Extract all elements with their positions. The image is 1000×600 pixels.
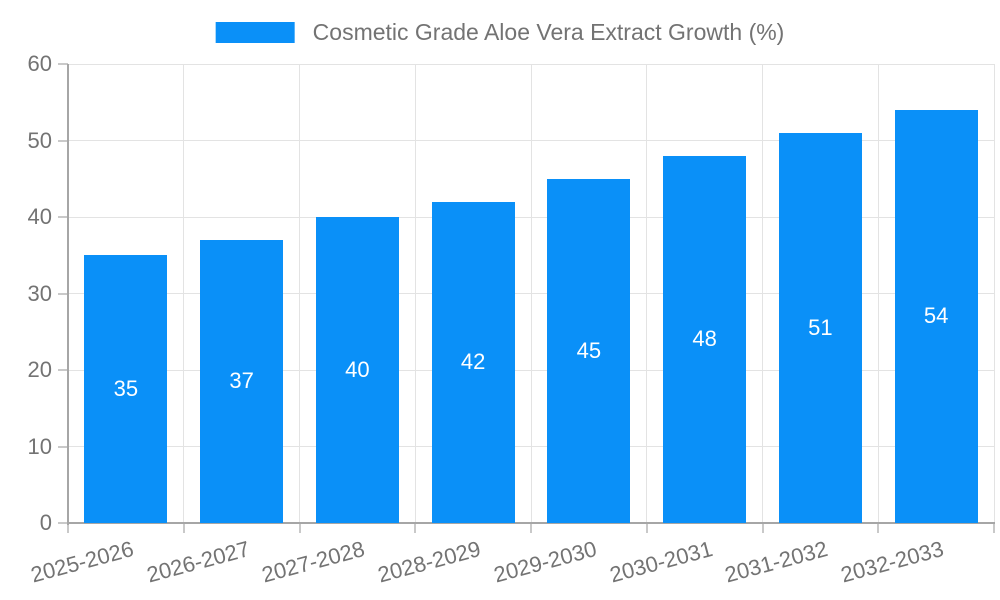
y-axis-tick-label: 30 [27, 280, 52, 306]
x-axis-tick [298, 523, 301, 533]
gridline-vertical [183, 64, 185, 523]
bar-value-label: 42 [460, 349, 486, 375]
x-axis-tick [67, 523, 69, 533]
bar-value-label: 40 [345, 357, 370, 382]
x-axis-tick [993, 523, 995, 533]
x-axis-tick [761, 523, 764, 533]
bar[interactable]: 54 [894, 109, 978, 523]
bar[interactable]: 48 [663, 155, 747, 523]
bar[interactable]: 51 [778, 132, 862, 523]
x-axis-line [67, 522, 995, 524]
y-axis-tick-label: 50 [27, 127, 52, 153]
y-axis-tick [58, 139, 68, 142]
x-axis-tick [414, 523, 417, 533]
bar-value-label: 35 [113, 376, 139, 402]
bar-value-label: 37 [229, 368, 254, 394]
y-axis-tick [58, 445, 68, 448]
bar[interactable]: 40 [315, 217, 399, 523]
bar[interactable]: 35 [84, 255, 168, 524]
bar-value-label: 54 [923, 303, 949, 329]
bar[interactable]: 45 [547, 178, 631, 524]
gridline-vertical [530, 64, 532, 523]
bar[interactable]: 37 [200, 239, 284, 523]
bar[interactable]: 42 [431, 201, 515, 523]
y-axis-tick-label: 20 [27, 357, 52, 382]
y-axis-tick [58, 369, 68, 371]
legend-swatch-icon[interactable] [215, 22, 295, 44]
y-axis-tick-label: 40 [27, 204, 52, 229]
gridline-vertical [299, 64, 300, 523]
y-axis-tick-label: 10 [27, 433, 52, 459]
gridline-vertical [414, 64, 416, 523]
y-axis-line [67, 64, 69, 525]
x-axis-tick [182, 523, 185, 533]
bar-value-label: 45 [576, 337, 602, 363]
bar-value-label: 48 [692, 326, 717, 352]
y-axis-tick [58, 522, 68, 524]
legend-label: Cosmetic Grade Aloe Vera Extract Growth … [312, 19, 785, 45]
gridline-vertical [762, 64, 763, 523]
x-axis-tick [530, 523, 532, 533]
x-axis-tick [645, 523, 648, 533]
gridline-vertical [646, 64, 648, 523]
y-axis-tick [58, 216, 68, 218]
y-axis-tick-label: 60 [27, 51, 52, 76]
gridline-vertical [993, 64, 995, 523]
gridline-vertical [877, 64, 879, 523]
bar-value-label: 51 [808, 314, 833, 340]
y-axis-tick [58, 63, 68, 65]
y-axis-tick-label: 0 [39, 510, 52, 535]
x-axis-tick [877, 523, 880, 533]
legend[interactable]: Cosmetic Grade Aloe Vera Extract Growth … [215, 19, 785, 45]
y-axis-tick [58, 292, 68, 295]
